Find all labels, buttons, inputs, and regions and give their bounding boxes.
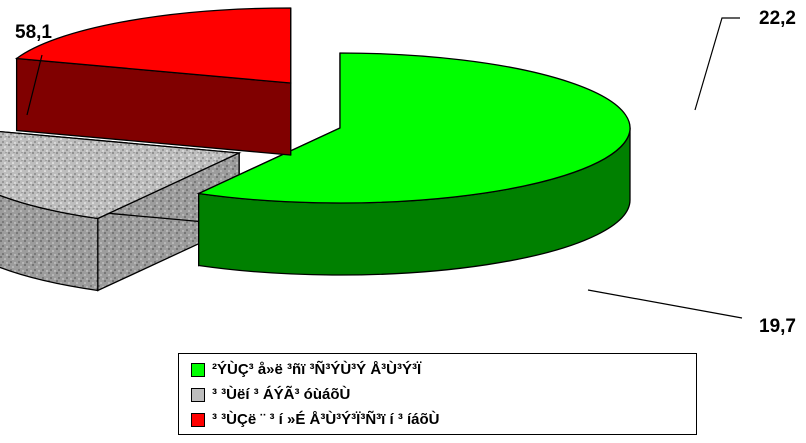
pie-slice xyxy=(196,52,631,276)
pie-slice xyxy=(14,7,292,156)
legend-swatch-red xyxy=(191,412,205,427)
legend-label: ³ ³Ùëí ³ ÁÝÃ³ óùáõÙ xyxy=(212,386,351,403)
pie-chart: 58,1 22,2 19,7 xyxy=(0,7,796,337)
legend-swatch-gray xyxy=(191,387,205,402)
leader-line xyxy=(694,17,740,111)
data-label: 22,2 xyxy=(759,8,796,29)
leader-line xyxy=(26,54,43,116)
data-label: 58,1 xyxy=(15,22,52,43)
legend-item: ³ ³Ùëí ³ ÁÝÃ³ óùáõÙ xyxy=(179,382,696,407)
legend-label: ³ ³ÙÇë ¨ ³ í »É Å³Ù³Ý³Ï³Ñ³ï í ³ íáõÙ xyxy=(212,411,440,428)
legend: ²ÝÙÇ³ å»ë ³ñï ³Ñ³ÝÙ³Ý Å³Ù³Ý³Ï ³ ³Ùëí ³ Á… xyxy=(178,353,697,435)
legend-item: ³ ³ÙÇë ¨ ³ í »É Å³Ù³Ý³Ï³Ñ³ï í ³ íáõÙ xyxy=(179,407,696,432)
data-label: 19,7 xyxy=(759,316,796,337)
leader-line xyxy=(587,289,743,319)
slice-top xyxy=(0,130,242,220)
slice-top xyxy=(14,7,292,84)
legend-label: ²ÝÙÇ³ å»ë ³ñï ³Ñ³ÝÙ³Ý Å³Ù³Ý³Ï xyxy=(212,361,422,378)
pie-slice xyxy=(0,130,242,292)
legend-item: ²ÝÙÇ³ å»ë ³ñï ³Ñ³ÝÙ³Ý Å³Ù³Ý³Ï xyxy=(179,357,696,382)
legend-swatch-green xyxy=(191,362,205,377)
slice-top xyxy=(196,52,631,204)
